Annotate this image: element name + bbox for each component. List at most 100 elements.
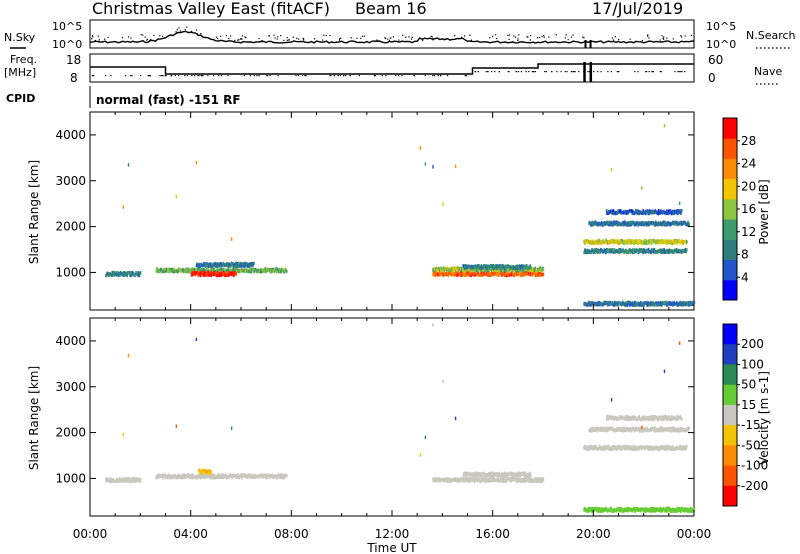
echo-cell: [463, 265, 465, 269]
echo-cell: [603, 447, 606, 451]
nave-point: [659, 71, 661, 73]
nsearch-point: [296, 37, 298, 39]
nsearch-point: [469, 34, 471, 36]
nave-point: [518, 71, 520, 73]
nave-point: [130, 75, 132, 77]
echo-cell: [275, 270, 278, 274]
echo-cell: [679, 209, 682, 213]
nave-point: [507, 71, 509, 73]
nsearch-point: [398, 39, 400, 41]
echo-cell: [673, 426, 675, 430]
echo-cell: [597, 248, 599, 252]
echo-cell: [235, 261, 237, 265]
echo-cell: [139, 478, 142, 482]
nsearch-point: [405, 36, 407, 38]
echo-cell: [670, 429, 673, 433]
echo-cell: [605, 209, 608, 213]
echo-cell: [667, 416, 670, 420]
echo-cell: [524, 479, 526, 483]
echo-cell: [453, 269, 456, 273]
echo-cell: [642, 249, 645, 253]
echo-cell: [686, 248, 688, 252]
echo-cell: [634, 300, 636, 305]
echo-cell: [502, 477, 505, 481]
echo-cell: [501, 267, 503, 271]
scatter-echo: [432, 165, 434, 169]
nsearch-point: [325, 35, 327, 37]
echo-cell: [636, 211, 639, 215]
echo-cell: [503, 477, 506, 481]
echo-cell: [522, 471, 524, 475]
x-tick-label: 00:00: [73, 527, 108, 541]
echo-cell: [589, 303, 592, 307]
echo-cell: [666, 418, 668, 422]
echo-cell: [517, 267, 519, 271]
echo-cell: [451, 269, 453, 273]
nsearch-point: [241, 35, 243, 37]
nave-point: [600, 71, 602, 73]
echo-cell: [280, 269, 282, 273]
nsearch-point: [178, 27, 180, 29]
freq-tick-top-left: 18: [66, 53, 81, 67]
nsearch-point: [527, 36, 529, 38]
date-label: 17/Jul/2019: [592, 0, 683, 18]
echo-cell: [432, 273, 434, 277]
echo-cell: [648, 417, 650, 422]
echo-cell: [644, 211, 646, 215]
echo-cell: [113, 270, 115, 275]
freq-trace: [90, 62, 694, 82]
echo-cell: [676, 509, 678, 513]
echo-cell: [250, 268, 252, 272]
freq-tick-bottom-left: 8: [70, 71, 78, 85]
nave-point: [531, 71, 534, 73]
echo-cell: [530, 477, 532, 482]
echo-cell: [680, 509, 682, 513]
echo-cell: [198, 267, 201, 271]
nave-point: [525, 71, 527, 73]
echo-cell: [516, 264, 519, 268]
echo-cell: [215, 262, 218, 266]
nsearch-point: [187, 31, 189, 33]
nsearch-point: [144, 36, 146, 38]
echo-cell: [459, 273, 462, 277]
nave-point: [201, 75, 203, 77]
echo-cell: [434, 479, 437, 483]
nave-point: [200, 75, 202, 77]
nave-point: [249, 75, 252, 77]
echo-cell: [629, 223, 632, 227]
echo-cell: [627, 445, 630, 449]
echo-cell: [126, 271, 128, 275]
echo-cell: [507, 271, 509, 275]
nsearch-point: [228, 38, 230, 40]
echo-cell: [675, 239, 678, 243]
nave-point: [165, 75, 167, 77]
echo-cell: [599, 428, 602, 432]
echo-cell: [660, 248, 662, 252]
nave-point: [194, 75, 196, 77]
echo-cell: [608, 300, 610, 305]
echo-cell: [652, 415, 654, 419]
echo-cell: [109, 479, 111, 483]
nsearch-point: [196, 33, 198, 35]
nsearch-point: [543, 35, 545, 37]
nave-point: [573, 71, 575, 73]
echo-cell: [672, 239, 674, 243]
colorbar-segment: [723, 259, 737, 281]
chart-title: Christmas Valley East (fitACF): [92, 0, 330, 18]
nsearch-point: [684, 35, 686, 37]
echo-cell: [208, 470, 210, 474]
echo-cell: [535, 477, 537, 481]
nave-point: [516, 71, 518, 73]
echo-cell: [123, 273, 125, 277]
scatter-echo: [663, 369, 666, 373]
echo-cell: [278, 473, 281, 477]
y-tick-label: 2000: [55, 426, 86, 440]
echo-cell: [465, 474, 468, 478]
echo-cell: [461, 273, 464, 277]
echo-cell: [624, 447, 626, 451]
echo-cell: [673, 426, 676, 430]
echo-cell: [602, 509, 604, 513]
nave-point: [162, 75, 164, 77]
echo-cell: [676, 209, 678, 213]
